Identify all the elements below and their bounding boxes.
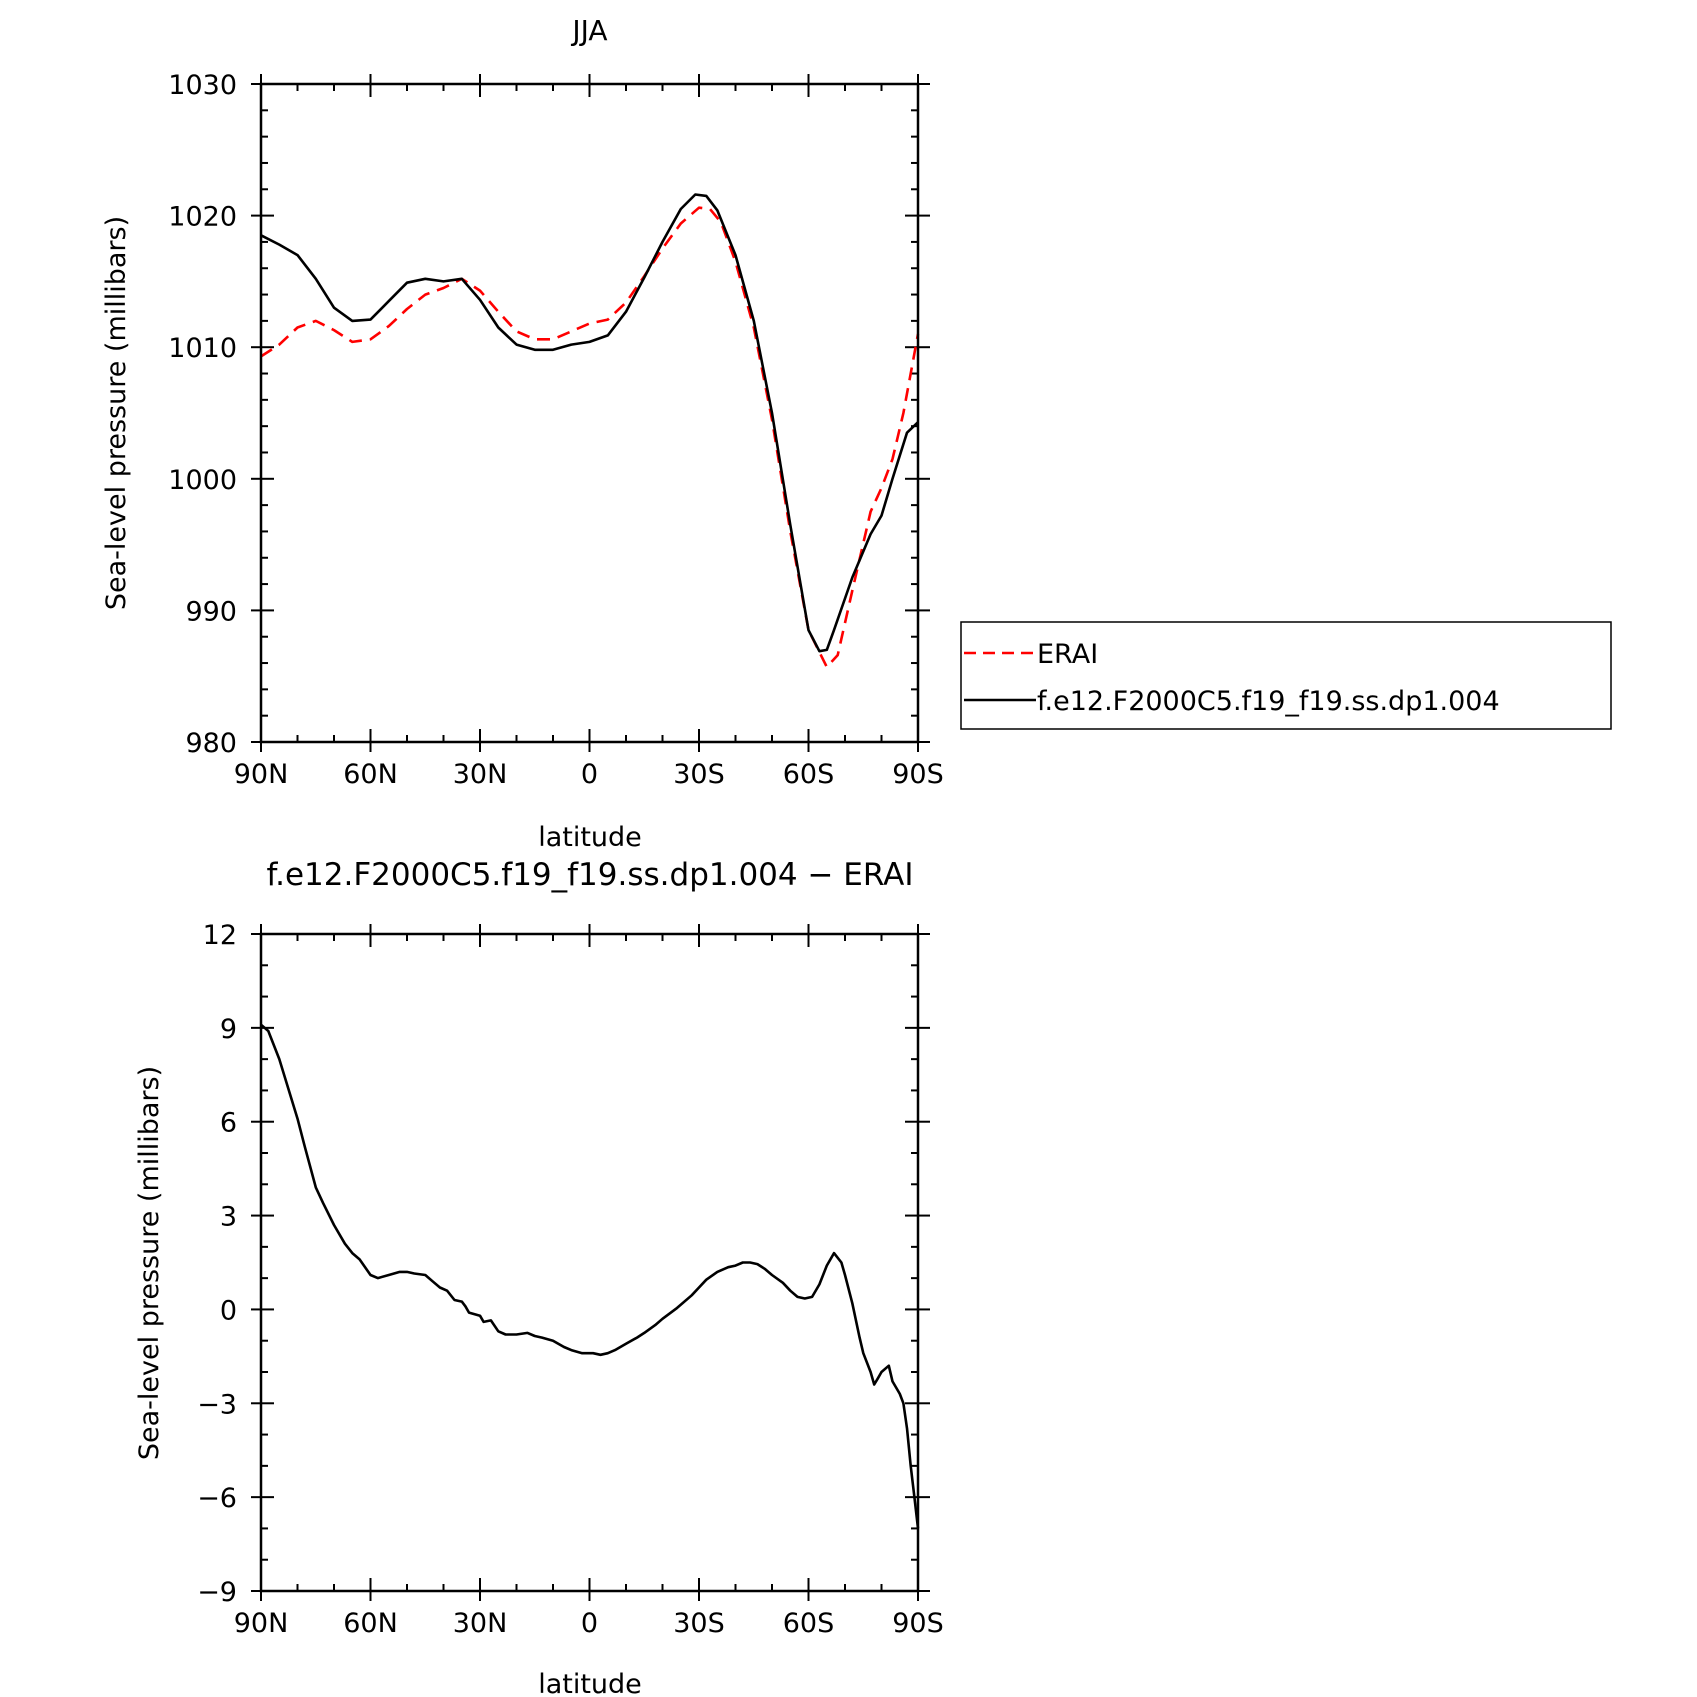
bottom-xtick-label: 60N bbox=[343, 1608, 398, 1639]
bottom-ytick-label: 9 bbox=[220, 1014, 237, 1045]
bottom-title: f.e12.F2000C5.f19_f19.ss.dp1.004 − ERAI bbox=[266, 857, 913, 893]
bottom-ytick-label: −9 bbox=[197, 1577, 237, 1608]
bottom-ytick-label: −3 bbox=[197, 1389, 237, 1420]
top-panel: JJA 90N 60N 30N 0 30S 60S 90S 980 990 1000 1010 102… bbox=[101, 14, 944, 853]
top-ytick-label: 990 bbox=[185, 596, 237, 627]
legend-box bbox=[960, 621, 1612, 730]
top-xtick-label: 90S bbox=[892, 759, 944, 790]
top-series-line-1 bbox=[260, 193, 919, 653]
top-ytick-label: 1000 bbox=[168, 465, 237, 496]
bottom-plot-frame bbox=[259, 932, 920, 1593]
bottom-panel: f.e12.F2000C5.f19_f19.ss.dp1.004 − ERAI … bbox=[134, 857, 944, 1697]
top-xtick-label: 60N bbox=[343, 759, 398, 790]
top-ytick-label: 1030 bbox=[168, 70, 237, 101]
top-xtick-label: 0 bbox=[581, 759, 598, 790]
bottom-series-line-0 bbox=[260, 1023, 920, 1529]
legend-label-model: f.e12.F2000C5.f19_f19.ss.dp1.004 bbox=[1037, 686, 1500, 717]
bottom-xtick-label: 90S bbox=[892, 1608, 944, 1639]
bottom-xtick-label: 60S bbox=[783, 1608, 835, 1639]
top-xtick-label: 30S bbox=[673, 759, 725, 790]
bottom-ylabel: Sea-level pressure (millibars) bbox=[134, 1066, 165, 1460]
legend: ERAI f.e12.F2000C5.f19_f19.ss.dp1.004 bbox=[960, 621, 1612, 730]
top-ticks bbox=[251, 74, 930, 752]
bottom-series bbox=[260, 1023, 920, 1529]
bottom-ytick-label: −6 bbox=[197, 1483, 237, 1514]
top-plot-frame bbox=[259, 82, 920, 744]
top-title: JJA bbox=[570, 14, 607, 47]
top-series bbox=[260, 193, 920, 669]
bottom-ytick-label: 3 bbox=[220, 1202, 237, 1233]
bottom-xtick-label: 30S bbox=[673, 1608, 725, 1639]
bottom-ytick-label: 0 bbox=[220, 1295, 237, 1326]
bottom-tick-labels: 90N 60N 30N 0 30S 60S 90S −9 −6 −3 0 3 6 9 12 bbox=[197, 920, 944, 1639]
legend-label-erai: ERAI bbox=[1037, 639, 1098, 670]
top-ylabel: Sea-level pressure (millibars) bbox=[101, 216, 132, 610]
top-xlabel: latitude bbox=[538, 822, 642, 853]
top-ytick-label: 980 bbox=[185, 728, 237, 759]
bottom-ytick-label: 12 bbox=[203, 920, 237, 951]
bottom-xtick-label: 90N bbox=[234, 1608, 289, 1639]
top-xtick-label: 60S bbox=[783, 759, 835, 790]
top-xtick-label: 30N bbox=[453, 759, 508, 790]
bottom-ytick-label: 6 bbox=[220, 1108, 237, 1139]
top-ytick-label: 1020 bbox=[168, 202, 237, 233]
bottom-xtick-label: 30N bbox=[453, 1608, 508, 1639]
top-ytick-label: 1010 bbox=[168, 333, 237, 364]
bottom-xlabel: latitude bbox=[538, 1669, 642, 1697]
top-xtick-label: 90N bbox=[234, 759, 289, 790]
top-tick-labels: 90N 60N 30N 0 30S 60S 90S 980 990 1000 1010 1020 103… bbox=[168, 70, 943, 790]
bottom-xtick-label: 0 bbox=[581, 1608, 598, 1639]
top-series-line-0 bbox=[260, 206, 920, 669]
